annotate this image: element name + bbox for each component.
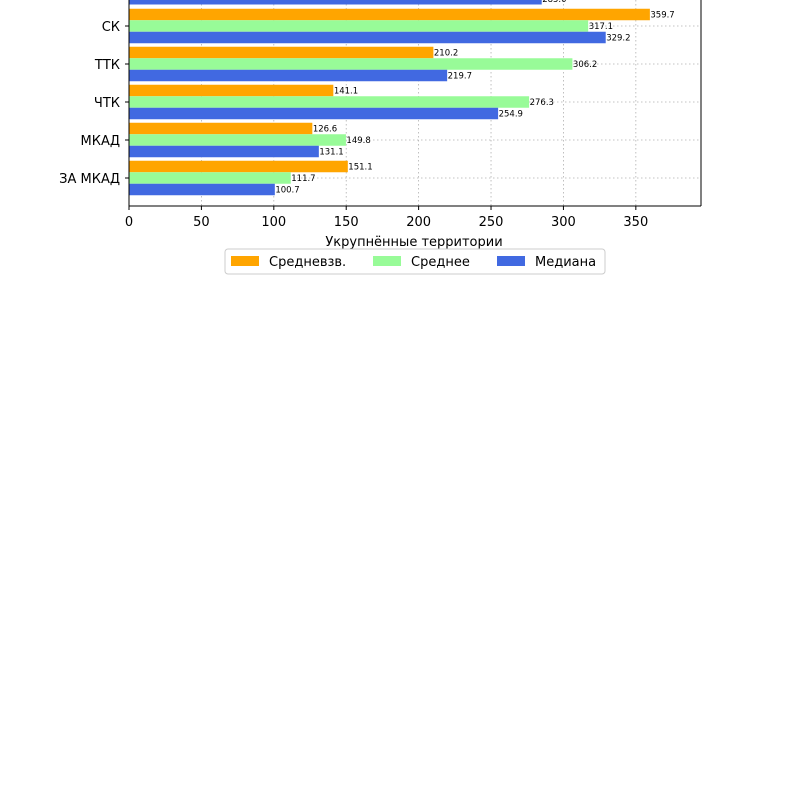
legend-label: Медиана <box>535 255 596 270</box>
bar <box>129 46 434 59</box>
x-tick-label: 50 <box>193 215 210 230</box>
data-label: 276.3 <box>530 98 554 108</box>
bar <box>129 58 573 70</box>
data-label: 254.9 <box>499 110 523 120</box>
axes: 0 50 100 150 200 250 300 350 СК ТТК ЧТК МКАД ЗА МКАД <box>59 0 702 230</box>
data-label: 285.0 <box>542 0 566 5</box>
y-tick-label: ЧТК <box>94 96 120 111</box>
data-label: 111.7 <box>291 174 315 184</box>
bar <box>129 107 499 120</box>
x-tick-label: 100 <box>261 215 286 230</box>
bar <box>129 0 542 5</box>
x-tick-label: 150 <box>334 215 359 230</box>
data-label: 126.6 <box>313 125 337 135</box>
bar <box>129 31 606 44</box>
y-tick-label: МКАД <box>81 134 121 149</box>
legend-label: Средневзв. <box>269 255 346 270</box>
bar <box>129 145 319 158</box>
x-tick-label: 300 <box>551 215 576 230</box>
x-axis-title: Укрупнённые территории <box>325 235 502 250</box>
data-label: 100.7 <box>275 186 299 196</box>
data-label: 219.7 <box>448 72 472 82</box>
bar <box>129 134 346 146</box>
legend-label: Среднее <box>411 255 470 270</box>
bar <box>129 69 448 82</box>
grid <box>128 0 701 206</box>
legend-box <box>224 248 606 275</box>
x-tick-label: 350 <box>623 215 648 230</box>
data-label: 141.1 <box>334 87 358 97</box>
legend-swatch <box>373 256 401 266</box>
x-tick-label: 0 <box>125 215 133 230</box>
bar <box>129 122 313 135</box>
y-tick-label: ЗА МКАД <box>59 172 120 187</box>
legend: Средневзв. Среднее Медиана <box>224 248 606 275</box>
bar <box>129 20 589 32</box>
bar <box>129 160 348 173</box>
x-tick-label: 250 <box>479 215 504 230</box>
bars <box>129 0 650 196</box>
x-tick-label: 200 <box>406 215 431 230</box>
legend-swatch <box>497 256 525 266</box>
y-tick-label: СК <box>102 20 120 35</box>
data-label: 131.1 <box>319 148 343 158</box>
bar <box>129 172 291 184</box>
data-label: 359.7 <box>650 11 674 21</box>
y-tick-label: ТТК <box>94 58 120 73</box>
data-label: 317.1 <box>589 22 613 32</box>
data-label: 149.8 <box>346 136 370 146</box>
legend-swatch <box>231 256 259 266</box>
bar <box>129 84 334 97</box>
data-label: 151.1 <box>348 163 372 173</box>
data-label: 306.2 <box>573 60 597 70</box>
bar <box>129 96 530 108</box>
bar <box>129 8 650 21</box>
data-labels: 359.7 317.1 329.2 210.2 306.2 219.7 141.1 276.3… <box>275 0 674 196</box>
data-label: 210.2 <box>434 49 458 59</box>
bar <box>129 183 275 196</box>
data-label: 329.2 <box>606 34 630 44</box>
